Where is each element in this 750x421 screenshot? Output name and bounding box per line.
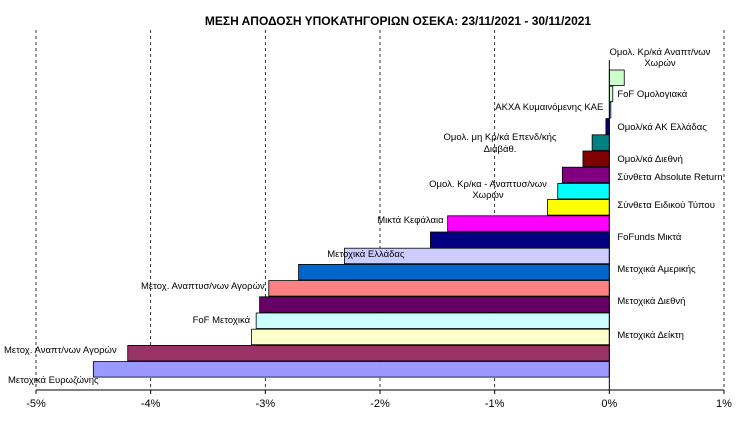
bar-5 <box>582 150 610 167</box>
category-label-17: Μετοχ. Αναπτ/νων Αγορών <box>4 345 117 356</box>
category-label-4: Ομολ. μη Κρ/κά Επενδ/κής Διαβάθ. <box>444 132 557 155</box>
bar-14 <box>259 296 610 313</box>
category-label-2: ΑΚΧΑ Κυμαινόμενης ΚΑΕ <box>495 102 603 113</box>
category-label-5: Ομολ/κά Διεθνή <box>617 154 683 165</box>
category-label-6: Σύνθετα Absolute Return <box>617 172 722 183</box>
category-label-10: FoFunds Μικτά <box>617 232 682 243</box>
bar-9 <box>447 215 610 232</box>
x-tick-label-6: 1% <box>716 398 732 410</box>
bar-15 <box>255 312 610 329</box>
category-label-1: FoF Ομολογιακά <box>617 89 687 100</box>
category-label-18: Μετοχικά Ευρωζώνης <box>8 375 99 386</box>
bar-1 <box>608 85 614 103</box>
category-label-8: Σύνθετα Ειδικού Τύπου <box>617 200 715 211</box>
bar-12 <box>298 263 610 281</box>
category-label-15: FoF Μετοχικά <box>193 315 251 326</box>
category-label-12: Μετοχικά Αμερικής <box>617 264 696 275</box>
category-label-7: Ομολ. Κρ/κα - Αναπτυσ/νων Χωρών <box>429 179 547 201</box>
bar-0 <box>608 69 625 86</box>
category-label-0: Ομολ. Κρ/κά Αναπτ/νων Χωρών <box>610 47 711 69</box>
bar-3 <box>605 118 610 135</box>
bar-8 <box>547 199 610 216</box>
bar-10 <box>430 231 610 248</box>
x-tick-label-1: -4% <box>141 398 161 410</box>
category-label-14: Μετοχικά Διεθνή <box>617 296 685 307</box>
bar-16 <box>251 328 610 346</box>
bars <box>92 69 625 378</box>
category-labels: Ομολ. Κρ/κά Αναπτ/νων Χωρών FoF Ομολογιακά… <box>4 47 723 386</box>
grid-lines <box>35 30 725 390</box>
x-axis: -5% -4% -3% -2% -1% 0% 1% <box>26 60 732 410</box>
category-label-13: Μετοχ. Αναπτυσ/νων Αγορών <box>141 281 265 292</box>
category-label-9: Μικτά Κεφάλαια <box>377 215 444 226</box>
bar-7 <box>557 182 610 200</box>
x-tick-label-3: -2% <box>370 398 390 410</box>
category-label-3: Ομολ/κά ΑΚ Ελλάδας <box>617 122 707 133</box>
chart-title: ΜΕΣΗ ΑΠΟΔΟΣΗ ΥΠΟΚΑΤΗΓΟΡΙΩΝ ΟΣΕΚΑ: 23/11/… <box>205 14 592 28</box>
bar-6 <box>561 166 610 184</box>
x-tick-label-0: -5% <box>26 398 46 410</box>
x-tick-label-5: 0% <box>601 398 617 410</box>
category-label-11: Μετοχικά Ελλάδας <box>327 249 405 260</box>
x-tick-label-4: -1% <box>485 398 505 410</box>
bar-17 <box>127 344 610 362</box>
bar-4 <box>591 134 610 151</box>
category-label-16: Μετοχικά Δείκτη <box>617 330 684 341</box>
bar-13 <box>268 280 610 297</box>
bar-18 <box>92 361 610 378</box>
x-tick-label-2: -3% <box>256 398 276 410</box>
